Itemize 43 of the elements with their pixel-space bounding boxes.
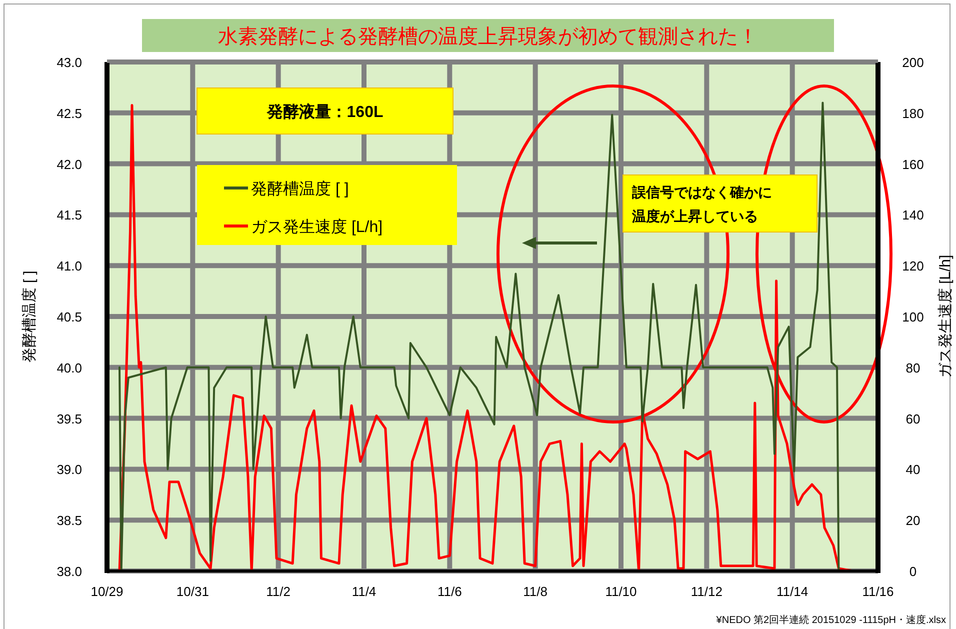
y2-tick-label: 200 [902, 55, 924, 70]
y-tick-label: 42.5 [56, 106, 82, 121]
note-signal: 誤信号ではなく確かに温度が上昇している [622, 174, 818, 232]
x-tick-label: 10/31 [176, 584, 209, 599]
x-tick-label: 11/4 [352, 584, 376, 599]
title: 水素発酵による発酵槽の温度上昇現象が初めて観測された！ [142, 19, 834, 52]
y-tick-label: 39.5 [56, 411, 82, 426]
y-tick-label: 42.0 [56, 156, 82, 172]
y2-tick-label: 0 [909, 564, 917, 579]
x-tick-label: 11/16 [862, 584, 894, 599]
note-volume: 発酵液量：160L [196, 88, 454, 134]
y-tick-label: 41.5 [56, 208, 82, 223]
x-tick-label: 11/12 [690, 584, 722, 599]
y-tick-label: 41.0 [56, 258, 82, 274]
y2-tick-label: 100 [902, 310, 924, 324]
y2-tick-label: 20 [906, 513, 920, 528]
x-tick-label: 11/10 [605, 584, 637, 599]
legend-label: 発酵槽温度 [ ] [251, 180, 349, 198]
y-tick-label: 40.5 [56, 310, 82, 324]
y-tick-label: 38.5 [56, 513, 82, 528]
y2-axis-title: ガス発生速度 [L/h] [937, 254, 954, 378]
y-tick-label: 43.0 [56, 55, 82, 70]
y2-tick-label: 40 [906, 462, 920, 478]
y2-tick-label: 120 [902, 258, 924, 274]
x-tick-label: 11/14 [776, 584, 808, 599]
annotation: 発酵液量：160L [266, 103, 384, 121]
y-tick-label: 40.0 [56, 360, 82, 376]
y2-tick-label: 160 [902, 156, 924, 172]
x-tick-label: 11/8 [523, 584, 548, 599]
y-tick-label: 39.0 [56, 462, 82, 478]
y2-tick-label: 140 [902, 208, 924, 223]
y-tick-label: 38.0 [56, 564, 82, 579]
y2-tick-label: 80 [906, 360, 920, 376]
text: ¥NEDO 第2回半連続 20151029 -1115pH・速度.xlsx [715, 614, 946, 626]
x-tick-label: 10/29 [90, 584, 124, 599]
y-axis-title: 発酵槽温度 [ ] [21, 270, 38, 362]
y2-tick-label: 180 [902, 106, 924, 121]
annotation: 誤信号ではなく確かに温度が上昇している [631, 184, 772, 224]
y2-tick-label: 60 [906, 411, 920, 426]
x-tick-label: 11/6 [437, 584, 462, 599]
x-tick-label: 11/2 [266, 584, 291, 599]
legend-label: ガス発生速度 [L/h] [251, 218, 383, 236]
chart-title: 水素発酵による発酵槽の温度上昇現象が初めて観測された！ [218, 26, 758, 48]
